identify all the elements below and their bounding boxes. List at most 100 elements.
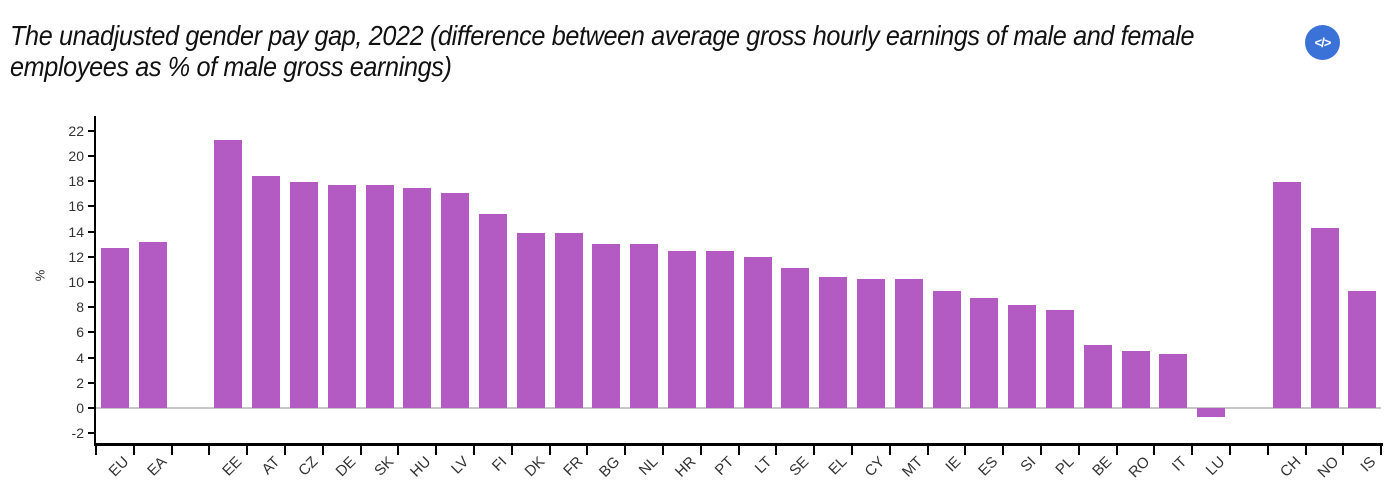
x-axis-tick (95, 446, 97, 455)
bar-SE[interactable] (781, 268, 810, 408)
y-axis-label: 2 (76, 374, 84, 391)
y-axis-label: 6 (76, 324, 84, 341)
x-axis-tick (737, 446, 740, 455)
y-axis-label: 22 (68, 122, 84, 139)
x-axis-tick (1153, 446, 1156, 455)
x-axis-tick (1002, 446, 1005, 455)
x-axis-tick (1191, 446, 1194, 455)
bar-EE[interactable] (214, 139, 243, 408)
x-axis-tick (1229, 446, 1231, 455)
x-axis-tick (662, 446, 664, 455)
y-axis-tick (88, 129, 94, 132)
y-axis-label: 10 (68, 274, 84, 290)
y-axis-tick (88, 306, 94, 309)
x-axis-tick (132, 446, 135, 455)
bar-IT[interactable] (1159, 353, 1188, 408)
bar-FI[interactable] (478, 213, 507, 408)
x-axis-tick (1077, 446, 1080, 455)
bar-DE[interactable] (327, 184, 356, 408)
bar-LT[interactable] (743, 256, 772, 408)
bar-HR[interactable] (667, 250, 696, 408)
y-axis-label: 12 (68, 248, 84, 265)
bar-DK[interactable] (516, 232, 545, 408)
bar-BG[interactable] (592, 244, 621, 408)
bar-RO[interactable] (1121, 351, 1150, 408)
bar-NL[interactable] (630, 244, 659, 408)
bar-AT[interactable] (252, 176, 281, 408)
x-axis-tick (473, 446, 475, 455)
bar-EU[interactable] (100, 247, 129, 408)
x-axis-tick (510, 446, 513, 455)
bar-CH[interactable] (1272, 182, 1301, 408)
bar-EA[interactable] (138, 241, 167, 408)
x-axis-tick (284, 446, 286, 455)
bar-BE[interactable] (1083, 345, 1112, 408)
x-axis-tick (1266, 446, 1269, 455)
y-axis-label: 20 (68, 148, 84, 164)
x-axis-line (94, 443, 1384, 446)
bar-ES[interactable] (970, 298, 999, 408)
embed-code-button[interactable]: </> (1305, 25, 1340, 60)
x-axis-tick (1040, 446, 1042, 455)
x-axis-tick (359, 446, 362, 455)
y-axis-line (94, 116, 96, 446)
y-axis-tick (88, 155, 94, 157)
x-axis-tick (321, 446, 324, 455)
bar-LV[interactable] (441, 192, 470, 408)
bar-MT[interactable] (894, 279, 923, 408)
y-axis-label: 14 (68, 223, 84, 240)
chart-title: The unadjusted gender pay gap, 2022 (dif… (10, 20, 1195, 82)
y-axis-label: 8 (76, 299, 84, 316)
x-axis-tick (548, 446, 551, 455)
y-axis-label: 4 (76, 349, 84, 366)
chart-title-line1: The unadjusted gender pay gap, 2022 (dif… (10, 20, 1195, 51)
bar-CZ[interactable] (289, 182, 318, 408)
x-axis-tick (1304, 446, 1307, 455)
y-axis-tick (88, 381, 94, 384)
bar-EL[interactable] (819, 276, 848, 408)
bar-IS[interactable] (1348, 290, 1377, 408)
y-axis-tick (88, 356, 94, 359)
x-axis-tick (888, 446, 891, 455)
bar-PL[interactable] (1045, 309, 1074, 408)
y-axis-label: 16 (68, 198, 84, 215)
y-axis-tick (88, 230, 94, 233)
y-axis-label: 0 (76, 400, 84, 416)
y-axis-label: 18 (68, 173, 84, 190)
x-axis-tick (1342, 446, 1345, 455)
x-axis-tick (586, 446, 589, 455)
x-axis-tick (964, 446, 967, 455)
x-axis-tick (246, 446, 249, 455)
bar-FR[interactable] (554, 232, 583, 408)
y-axis-tick (88, 281, 94, 283)
chart-title-line2: employees as % of male gross earnings) (10, 51, 452, 82)
code-icon: </> (1314, 35, 1332, 50)
x-axis-tick (926, 446, 929, 455)
y-axis-tick (88, 255, 94, 258)
zero-gridline (96, 407, 1382, 409)
y-axis-tick (88, 331, 94, 334)
bar-LU[interactable] (1197, 408, 1226, 417)
x-axis-tick (435, 446, 438, 455)
bar-HU[interactable] (403, 187, 432, 408)
bar-SK[interactable] (365, 184, 394, 408)
x-axis-tick (397, 446, 400, 455)
x-axis-tick (1115, 446, 1118, 455)
y-axis-tick (88, 180, 94, 183)
bar-SI[interactable] (1008, 304, 1037, 408)
x-axis-tick (170, 446, 173, 455)
bar-CY[interactable] (856, 279, 885, 408)
x-axis-tick (624, 446, 627, 455)
y-axis-label: -2 (71, 425, 84, 442)
y-axis-tick (88, 432, 94, 435)
bar-NO[interactable] (1310, 227, 1339, 408)
x-axis-tick (851, 446, 853, 455)
y-axis-tick (88, 407, 94, 409)
x-axis-tick (775, 446, 778, 455)
x-axis-tick (813, 446, 816, 455)
bar-PT[interactable] (705, 250, 734, 408)
x-axis-tick (1380, 446, 1383, 455)
x-axis-tick (699, 446, 702, 455)
bar-IE[interactable] (932, 290, 961, 408)
